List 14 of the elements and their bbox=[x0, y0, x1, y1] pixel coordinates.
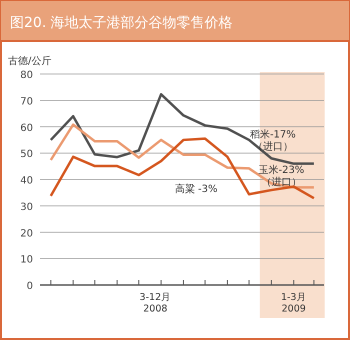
y-tick-label: 30 bbox=[20, 202, 33, 213]
y-tick-label: 20 bbox=[20, 228, 33, 240]
chart-title: 图20. 海地太子港部分谷物零售价格 bbox=[10, 15, 233, 31]
y-tick-label: 0 bbox=[26, 281, 33, 292]
y-tick-label: 40 bbox=[20, 176, 33, 186]
text: 高粱 -3% bbox=[174, 183, 218, 196]
y-axis-title: 古德/公斤 bbox=[8, 55, 52, 67]
y-tick-label: 80 bbox=[20, 70, 33, 81]
x-tick-label: 1-3月 2009 bbox=[280, 292, 306, 314]
x-tick-label: 3-12月 2008 bbox=[140, 292, 172, 314]
y-tick-label: 10 bbox=[20, 254, 33, 266]
y-tick-label: 60 bbox=[20, 122, 33, 134]
y-tick-label: 70 bbox=[20, 96, 33, 108]
y-tick-label: 50 bbox=[20, 149, 33, 160]
